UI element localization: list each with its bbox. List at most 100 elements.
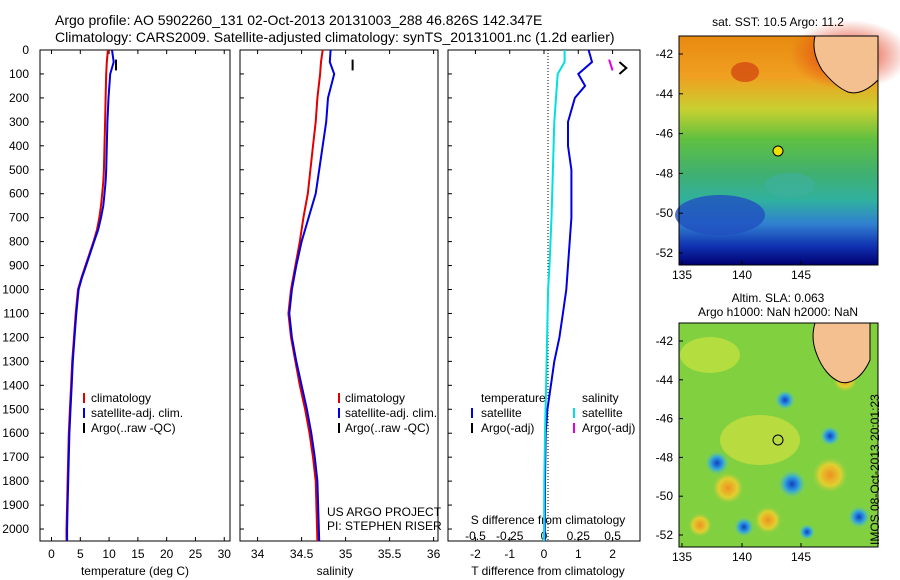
depth-tick-label: 700 — [9, 211, 29, 225]
x-tick-label: 36 — [427, 547, 441, 561]
sst-map: -42 -44 -46 -48 -50 -52 135 140 145 — [656, 20, 900, 282]
map-x-tick-label: 145 — [791, 268, 811, 282]
depth-tick-label: 200 — [9, 91, 29, 105]
depth-tick-label: 1700 — [2, 450, 29, 464]
sla-low-eddy — [820, 426, 840, 446]
depth-tick-label: 2000 — [2, 522, 29, 536]
temperature-xlabel: temperature (deg C) — [81, 564, 189, 578]
top-tick-label: 0.5 — [604, 529, 621, 543]
map-y-tick-label: -48 — [656, 166, 674, 180]
sla-low-eddy — [799, 524, 815, 540]
sst-map-title: sat. SST: 10.5 Argo: 11.2 — [712, 15, 844, 29]
map-y-tick-label: -50 — [656, 206, 674, 220]
series-temperature-satellite — [543, 50, 594, 541]
x-tick-label: 1 — [575, 547, 582, 561]
legend-sal-satellite: satellite — [582, 406, 623, 420]
legend-climatology: climatology — [91, 391, 151, 405]
top-tick-label: -0.25 — [496, 529, 524, 543]
depth-tick-label: 1100 — [3, 306, 29, 320]
map-y-tick-label: -52 — [656, 528, 674, 542]
map-y-tick-label: -44 — [656, 87, 674, 101]
map-x-tick-label: 140 — [732, 550, 752, 564]
legend-sal-argo: Argo(-adj) — [582, 421, 635, 435]
difference-top-xlabel: S difference from climatology — [471, 513, 626, 527]
argo-location-marker — [772, 434, 784, 446]
sla-high-eddy — [688, 513, 712, 537]
legend-satellite: satellite-adj. clim. — [345, 406, 437, 420]
x-tick-label: 35.5 — [378, 547, 402, 561]
sla-map-title-1: Altim. SLA: 0.063 — [732, 291, 825, 305]
sla-patch — [720, 415, 800, 465]
sst-y-axis: -42 -44 -46 -48 -50 -52 — [656, 47, 683, 260]
sla-map-frame — [678, 322, 879, 548]
series-climatology — [65, 50, 109, 541]
temperature-x-axis: 0 5 10 15 20 25 30 — [48, 50, 231, 561]
depth-tick-label: 100 — [9, 67, 29, 81]
series-salinity-satellite — [543, 50, 566, 541]
legend-temp-title: temperature — [481, 391, 546, 405]
tasmania-land — [813, 35, 879, 94]
sla-high-eddy — [754, 506, 782, 534]
salinity-panel-frame — [239, 49, 439, 542]
x-tick-label: 34.5 — [290, 547, 314, 561]
map-y-tick-label: -50 — [656, 489, 674, 503]
map-y-tick-label: -52 — [656, 246, 674, 260]
x-tick-label: 35 — [339, 547, 353, 561]
map-x-tick-label: 140 — [732, 268, 752, 282]
map-x-tick-label: 135 — [672, 550, 692, 564]
x-tick-label: 25 — [189, 547, 203, 561]
difference-x-axis: -2 -1 0 1 2 — [470, 50, 616, 561]
depth-tick-label: 1200 — [2, 330, 29, 344]
sla-low-eddy — [734, 517, 754, 537]
temperature-lines — [65, 50, 117, 541]
sla-map-title-2: Argo h1000: NaN h2000: NaN — [698, 305, 858, 319]
sla-x-axis: 135 140 145 — [672, 543, 811, 564]
sla-high-eddy — [712, 472, 744, 504]
legend-argo: Argo(..raw -QC) — [345, 421, 430, 435]
x-tick-label: 2 — [609, 547, 616, 561]
argo-location-marker — [772, 145, 784, 157]
map-y-tick-label: -42 — [656, 334, 674, 348]
x-tick-label: -2 — [470, 547, 481, 561]
series-temperature-argo-adj — [618, 61, 628, 75]
sla-patch — [680, 337, 740, 373]
series-satellite-adj-clim — [288, 50, 336, 541]
depth-tick-label: 1900 — [2, 498, 29, 512]
x-tick-label: 0 — [48, 547, 55, 561]
header-line-2: Climatology: CARS2009. Satellite-adjuste… — [55, 29, 615, 45]
depth-tick-label: 1800 — [2, 474, 29, 488]
top-tick-label: -0.5 — [465, 529, 486, 543]
tasmania-land — [812, 322, 871, 384]
series-climatology — [287, 50, 324, 541]
depth-tick-label: 500 — [9, 163, 29, 177]
legend-temp-satellite: satellite — [481, 406, 522, 420]
legend-satellite: satellite-adj. clim. — [91, 406, 183, 420]
map-y-tick-label: -42 — [656, 47, 674, 61]
difference-lines — [543, 50, 628, 541]
depth-tick-label: 1600 — [2, 426, 29, 440]
legend-argo: Argo(..raw -QC) — [91, 421, 176, 435]
map-y-tick-label: -46 — [656, 127, 674, 141]
legend-sal-title: salinity — [582, 391, 619, 405]
sla-y-axis: -42 -44 -46 -48 -50 -52 — [656, 334, 683, 542]
depth-tick-label: 1400 — [2, 378, 29, 392]
header-line-1: Argo profile: AO 5902260_131 02-Oct-2013… — [55, 12, 543, 28]
temperature-panel-frame — [39, 49, 231, 542]
map-y-tick-label: -44 — [656, 373, 674, 387]
legend-climatology: climatology — [345, 391, 405, 405]
depth-tick-label: 800 — [9, 235, 29, 249]
depth-tick-label: 0 — [22, 43, 29, 57]
x-tick-label: 30 — [218, 547, 232, 561]
x-tick-label: 10 — [102, 547, 116, 561]
sla-low-eddy — [775, 390, 795, 410]
difference-legend: temperature satellite Argo(-adj) salinit… — [471, 391, 635, 435]
credit-line-2: PI: STEPHEN RISER — [327, 519, 442, 533]
salinity-lines — [287, 50, 354, 541]
map-x-tick-label: 135 — [672, 268, 692, 282]
credit-line-1: US ARGO PROJECT — [327, 505, 442, 519]
depth-tick-label: 1000 — [2, 283, 29, 297]
map-y-tick-label: -48 — [656, 450, 674, 464]
top-tick-label: 0.25 — [567, 529, 591, 543]
difference-top-ticks: -0.5 -0.25 0 0.25 0.5 — [465, 529, 621, 543]
